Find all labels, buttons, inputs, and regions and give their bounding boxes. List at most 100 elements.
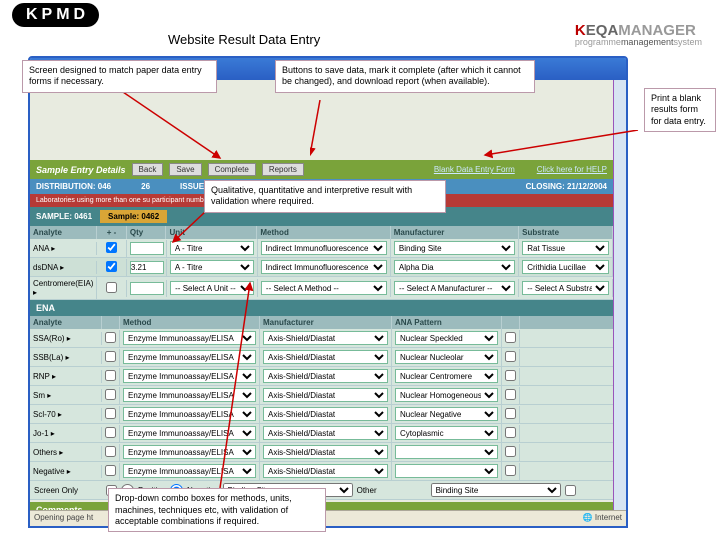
col2-mfr: Manufacturer	[260, 316, 392, 329]
method-select[interactable]: -- Select A Method --	[261, 281, 387, 295]
analyte-cell: Scl-70 ▸	[30, 408, 102, 421]
table-row: Centromere(EIA) ▸-- Select A Unit ---- S…	[30, 277, 613, 300]
row-check2[interactable]	[505, 408, 516, 419]
analyte-cell: SSA(Ro) ▸	[30, 332, 102, 345]
row-check2[interactable]	[505, 465, 516, 476]
brand-block: KEQAMANAGER programmemanagementsystem	[575, 22, 702, 47]
blank-form-link[interactable]: Blank Data Entry Form	[434, 165, 515, 174]
method-select[interactable]: Enzyme Immunoassay/ELISA	[123, 388, 256, 402]
row-check2[interactable]	[505, 446, 516, 457]
closing-label: CLOSING: 21/12/2004	[526, 182, 607, 191]
pattern-select[interactable]: Nuclear Speckled	[395, 331, 498, 345]
col-sub: Substrate	[519, 226, 613, 239]
pattern-select[interactable]: Nuclear Negative	[395, 407, 498, 421]
kpmd-logo: KPMD	[12, 3, 99, 27]
mfr-select[interactable]: Axis-Shield/Diastat	[263, 369, 388, 383]
reports-button[interactable]: Reports	[262, 163, 304, 176]
method-select[interactable]: Indirect Immunofluorescence	[261, 241, 387, 255]
method-select[interactable]: Enzyme Immunoassay/ELISA	[123, 445, 256, 459]
row-check[interactable]	[105, 389, 116, 400]
row-check2[interactable]	[505, 332, 516, 343]
row-check2[interactable]	[505, 351, 516, 362]
pattern-select[interactable]	[395, 464, 498, 478]
pattern-select[interactable]: Cytoplasmic	[395, 426, 498, 440]
pm-check[interactable]	[106, 242, 117, 253]
row-check[interactable]	[105, 370, 116, 381]
row-check2[interactable]	[505, 370, 516, 381]
mfr-select[interactable]: Axis-Shield/Diastat	[263, 464, 388, 478]
unit-select[interactable]: A - Titre	[170, 241, 254, 255]
browser-window: Opening page ht 🌐 Internet Sample Entry …	[28, 56, 628, 528]
table1-header: Analyte + - Qty Unit Method Manufacturer…	[30, 226, 613, 239]
method-select[interactable]: Enzyme Immunoassay/ELISA	[123, 369, 256, 383]
page-title: Website Result Data Entry	[168, 32, 320, 47]
other-check[interactable]	[565, 485, 576, 496]
row-check[interactable]	[105, 446, 116, 457]
row-check[interactable]	[105, 351, 116, 362]
table2-header: Analyte Method Manufacturer ANA Pattern	[30, 316, 613, 329]
qty-input[interactable]	[130, 261, 164, 274]
mfr-select[interactable]: -- Select A Manufacturer --	[394, 281, 515, 295]
table-row: SSB(La) ▸Enzyme Immunoassay/ELISAAxis-Sh…	[30, 348, 613, 367]
save-button[interactable]: Save	[169, 163, 201, 176]
sub-select[interactable]: -- Select A Substrate --	[522, 281, 609, 295]
status-right: 🌐 Internet	[583, 513, 622, 524]
row-check[interactable]	[105, 408, 116, 419]
analyte-cell: Jo-1 ▸	[30, 427, 102, 440]
mfr-select[interactable]: Alpha Dia	[394, 260, 515, 274]
table-row: RNP ▸Enzyme Immunoassay/ELISAAxis-Shield…	[30, 367, 613, 386]
row-check2[interactable]	[505, 427, 516, 438]
table-row: Others ▸Enzyme Immunoassay/ELISAAxis-Shi…	[30, 443, 613, 462]
mfr-select[interactable]: Axis-Shield/Diastat	[263, 426, 388, 440]
pattern-select[interactable]: Nuclear Homogeneous	[395, 388, 498, 402]
table-row: Jo-1 ▸ Enzyme Immunoassay/ELISA Axis-Shiel…	[30, 424, 613, 443]
pm-check[interactable]	[106, 282, 117, 293]
pattern-select[interactable]	[395, 445, 498, 459]
other-select[interactable]: Binding Site	[431, 483, 561, 497]
method-select[interactable]: Enzyme Immunoassay/ELISA	[123, 426, 256, 440]
status-left: Opening page ht	[34, 513, 93, 524]
complete-button[interactable]: Complete	[208, 163, 256, 176]
callout-buttons: Buttons to save data, mark it complete (…	[275, 60, 535, 93]
col2-method: Method	[120, 316, 260, 329]
table-row: ANA ▸A - TitreIndirect Immunofluorescenc…	[30, 239, 613, 258]
sub-select[interactable]: Rat Tissue	[522, 241, 609, 255]
col-analyte: Analyte	[30, 226, 97, 239]
mfr-select[interactable]: Axis-Shield/Diastat	[263, 407, 388, 421]
sample-entry-header: Sample Entry Details Back Save Complete …	[30, 160, 613, 179]
qty-input[interactable]	[130, 282, 164, 295]
pattern-select[interactable]: Nuclear Centromere	[395, 369, 498, 383]
col2-pattern: ANA Pattern	[392, 316, 502, 329]
col-qty: Qty	[127, 226, 167, 239]
mfr-select[interactable]: Axis-Shield/Diastat	[263, 350, 388, 364]
method-select[interactable]: Enzyme Immunoassay/ELISA	[123, 350, 256, 364]
screen-only-label: Screen Only	[34, 486, 102, 495]
scrollbar[interactable]	[613, 80, 626, 510]
col-mfr: Manufacturer	[391, 226, 519, 239]
mfr-select[interactable]: Axis-Shield/Diastat	[263, 445, 388, 459]
method-select[interactable]: Enzyme Immunoassay/ELISA	[123, 331, 256, 345]
sample-tab-active[interactable]: Sample: 0462	[100, 210, 167, 223]
mfr-select[interactable]: Binding Site	[394, 241, 515, 255]
pattern-select[interactable]: Nuclear Nucleolar	[395, 350, 498, 364]
row-check[interactable]	[105, 465, 116, 476]
method-select[interactable]: Enzyme Immunoassay/ELISA	[123, 407, 256, 421]
analyte-cell: Negative ▸	[30, 465, 102, 478]
unit-select[interactable]: -- Select A Unit --	[170, 281, 254, 295]
qty-input[interactable]	[130, 242, 164, 255]
table-row: dsDNA ▸A - TitreIndirect Immunofluoresce…	[30, 258, 613, 277]
unit-select[interactable]: A - Titre	[170, 260, 254, 274]
sub-select[interactable]: Crithidia Lucillae	[522, 260, 609, 274]
col2-analyte: Analyte	[30, 316, 102, 329]
back-button[interactable]: Back	[132, 163, 164, 176]
help-link[interactable]: Click here for HELP	[537, 165, 607, 174]
mfr-select[interactable]: Axis-Shield/Diastat	[263, 331, 388, 345]
row-check[interactable]	[105, 427, 116, 438]
row-check2[interactable]	[505, 389, 516, 400]
pm-check[interactable]	[106, 261, 117, 272]
mfr-select[interactable]: Axis-Shield/Diastat	[263, 388, 388, 402]
method-select[interactable]: Enzyme Immunoassay/ELISA	[123, 464, 256, 478]
row-check[interactable]	[105, 332, 116, 343]
other-label: Other	[357, 486, 427, 495]
method-select[interactable]: Indirect Immunofluorescence	[261, 260, 387, 274]
